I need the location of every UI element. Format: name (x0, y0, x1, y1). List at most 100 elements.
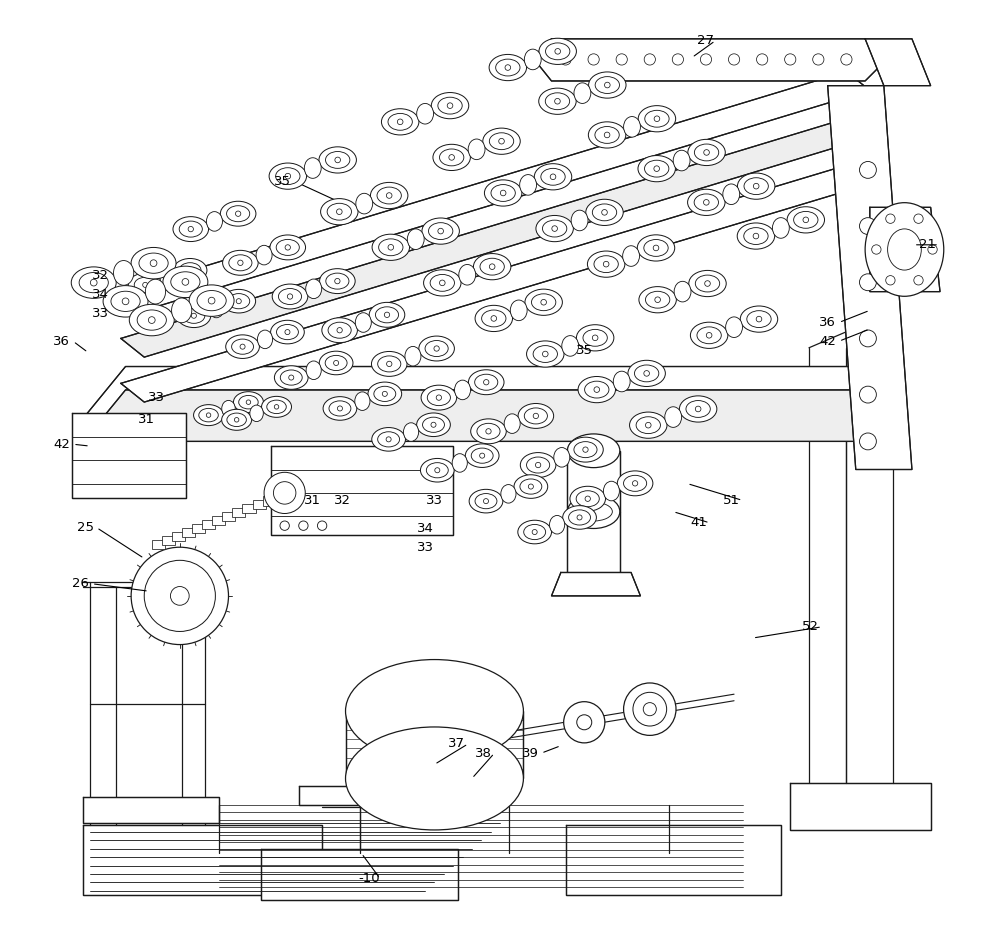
Ellipse shape (372, 234, 410, 260)
Ellipse shape (595, 127, 619, 144)
Ellipse shape (262, 396, 292, 417)
Polygon shape (865, 38, 931, 85)
Ellipse shape (177, 304, 211, 328)
Ellipse shape (469, 489, 503, 513)
Polygon shape (551, 573, 640, 596)
Ellipse shape (589, 72, 626, 99)
Ellipse shape (220, 201, 256, 226)
Ellipse shape (145, 279, 166, 304)
Ellipse shape (510, 300, 527, 320)
Polygon shape (346, 711, 523, 778)
Bar (273, 492, 286, 501)
Circle shape (555, 99, 560, 104)
Ellipse shape (524, 525, 546, 540)
Ellipse shape (134, 277, 156, 292)
Ellipse shape (520, 175, 537, 195)
Circle shape (560, 54, 571, 65)
Circle shape (206, 413, 211, 417)
Ellipse shape (183, 308, 205, 323)
Text: 35: 35 (576, 344, 593, 357)
Circle shape (387, 362, 392, 366)
Ellipse shape (524, 408, 547, 423)
Ellipse shape (527, 341, 564, 367)
Circle shape (535, 462, 541, 468)
Circle shape (813, 54, 824, 65)
Circle shape (860, 274, 876, 291)
Circle shape (645, 423, 651, 428)
Ellipse shape (222, 409, 252, 430)
Ellipse shape (737, 223, 775, 249)
Circle shape (886, 214, 895, 223)
Polygon shape (828, 85, 912, 470)
Bar (283, 488, 296, 498)
Ellipse shape (634, 365, 659, 382)
Ellipse shape (257, 331, 273, 348)
Circle shape (860, 433, 876, 450)
Ellipse shape (689, 270, 726, 297)
Circle shape (533, 413, 539, 419)
Circle shape (438, 228, 443, 234)
Circle shape (484, 379, 489, 385)
Ellipse shape (484, 180, 522, 206)
Text: 33: 33 (148, 391, 165, 404)
Ellipse shape (633, 692, 667, 726)
Ellipse shape (426, 463, 448, 478)
Ellipse shape (173, 258, 207, 282)
Ellipse shape (326, 273, 349, 289)
Ellipse shape (355, 392, 370, 410)
Ellipse shape (425, 341, 448, 357)
Ellipse shape (417, 413, 450, 437)
Ellipse shape (439, 149, 464, 166)
Ellipse shape (550, 516, 565, 534)
Ellipse shape (624, 475, 647, 491)
Ellipse shape (326, 151, 350, 168)
Ellipse shape (624, 683, 676, 735)
Ellipse shape (562, 335, 579, 356)
Circle shape (188, 268, 193, 273)
Circle shape (914, 276, 923, 285)
Ellipse shape (222, 400, 235, 417)
Ellipse shape (673, 150, 690, 171)
Circle shape (541, 300, 546, 305)
Ellipse shape (267, 400, 286, 413)
Circle shape (594, 387, 600, 393)
Circle shape (264, 472, 305, 514)
Circle shape (489, 264, 495, 269)
Text: 25: 25 (77, 521, 94, 534)
Ellipse shape (585, 381, 609, 398)
Ellipse shape (250, 405, 263, 422)
Ellipse shape (269, 163, 307, 190)
Ellipse shape (346, 659, 523, 762)
Circle shape (280, 521, 289, 531)
Circle shape (756, 316, 762, 322)
Ellipse shape (420, 458, 454, 482)
Ellipse shape (665, 407, 682, 427)
Circle shape (552, 225, 557, 231)
Circle shape (238, 260, 243, 266)
Circle shape (605, 83, 610, 88)
Circle shape (208, 298, 215, 304)
Text: 37: 37 (448, 737, 465, 750)
Text: 32: 32 (334, 494, 351, 507)
Circle shape (860, 330, 876, 346)
Ellipse shape (744, 227, 768, 244)
Ellipse shape (379, 239, 403, 255)
Ellipse shape (525, 289, 562, 316)
Circle shape (706, 332, 712, 338)
Circle shape (285, 330, 290, 334)
Ellipse shape (520, 479, 542, 494)
Circle shape (317, 521, 327, 531)
Bar (242, 504, 256, 514)
Ellipse shape (226, 335, 259, 359)
Ellipse shape (623, 246, 639, 267)
Ellipse shape (772, 218, 789, 239)
Ellipse shape (171, 271, 200, 292)
Circle shape (577, 515, 582, 520)
Bar (253, 500, 266, 510)
Ellipse shape (422, 218, 459, 244)
Ellipse shape (533, 346, 557, 362)
Ellipse shape (688, 190, 725, 215)
Circle shape (236, 299, 241, 303)
Circle shape (928, 245, 937, 254)
Ellipse shape (697, 327, 721, 344)
